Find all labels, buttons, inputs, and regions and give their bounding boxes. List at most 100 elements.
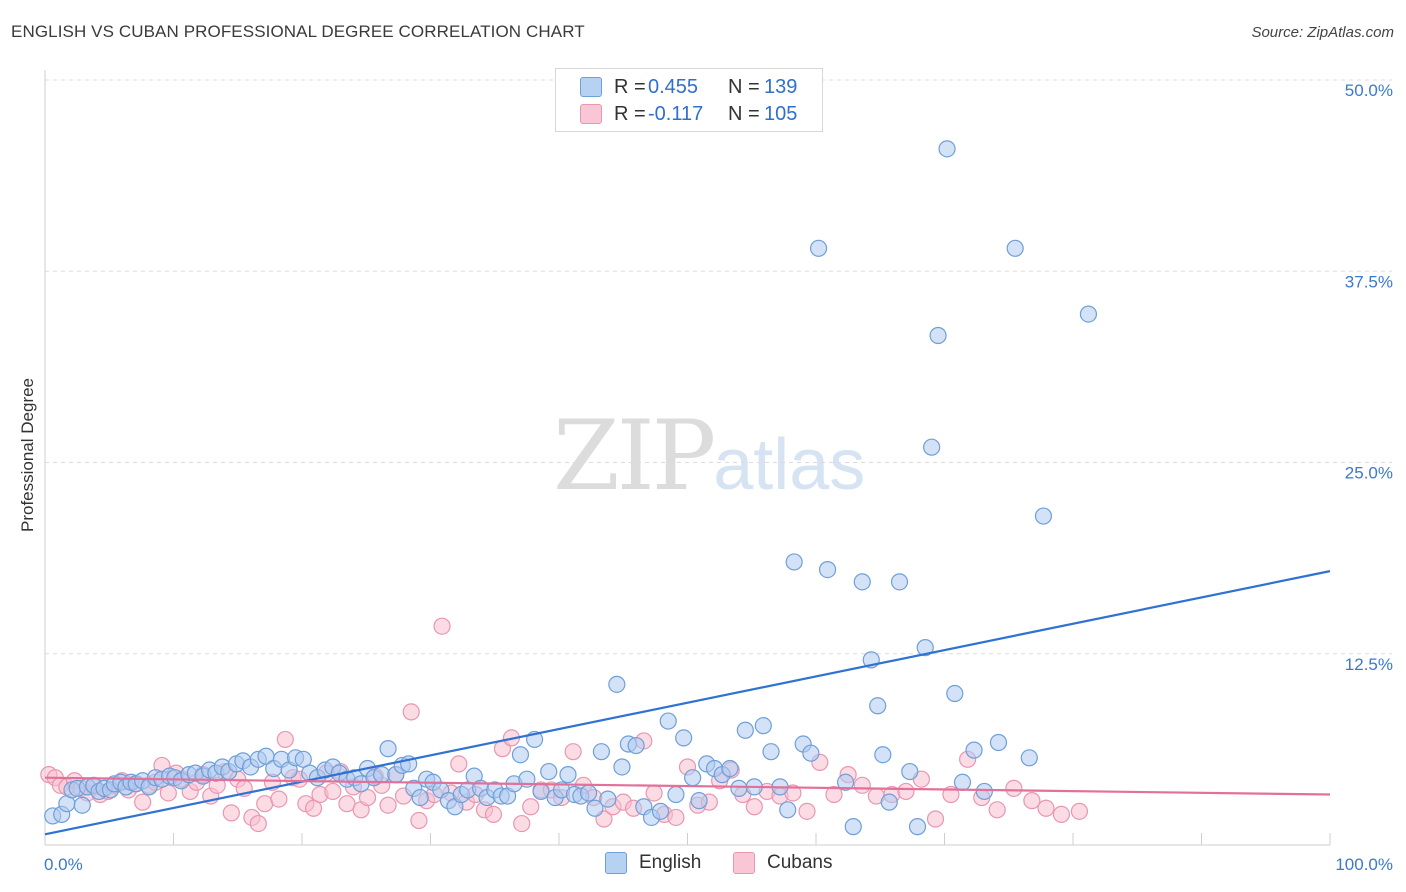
cuban-point [379,796,397,814]
english-point [651,802,670,820]
english-point [1034,507,1053,525]
series-legend-english[interactable]: English [605,852,701,874]
english-point [844,818,862,836]
english-point [802,744,820,762]
cuban-point [825,785,843,804]
x-tick-label: 100.0% [1335,855,1393,874]
cuban-point [798,802,816,820]
english-point [294,750,312,768]
english-point [953,773,972,791]
cuban-point [564,743,582,761]
cuban-point [667,808,685,827]
y-tick-label: 12.5% [1345,655,1393,674]
english-point [754,717,772,735]
cuban-point [324,782,342,801]
watermark-zip: ZIP [553,400,716,512]
legend-n-label: N = [728,102,760,125]
english-point [579,784,598,802]
cuban-point [402,703,420,721]
english-point [73,796,91,814]
english-point [975,782,993,801]
cuban-trend-line [44,776,1331,796]
cuban-point [222,804,240,822]
english-point [785,553,803,571]
cuban-point [1052,805,1071,824]
series-legend: English Cubans [0,852,1406,878]
series-swatch-cubans [733,852,755,874]
series-legend-cubans[interactable]: Cubans [733,852,833,874]
legend-r-label: R = [614,75,646,98]
english-point [586,799,604,817]
cuban-point [270,790,288,808]
cuban-point [897,782,915,801]
cuban-point [249,814,267,833]
watermark: ZIPatlas [553,400,865,512]
series-name-cubans: Cubans [767,852,833,873]
english-point [965,741,983,759]
english-point [818,560,837,579]
y-axis-label: Professional Degree [18,377,37,533]
cuban-point [276,730,294,749]
english-point [836,773,855,791]
english-point [592,743,611,761]
source-label: Source: ZipAtlas.com [1251,24,1394,41]
english-point [684,769,702,787]
english-point [946,684,964,703]
cuban-point [1037,799,1055,817]
english-point [938,140,956,158]
english-point [779,801,797,819]
legend-swatch-english [580,77,602,97]
english-point [659,712,677,730]
english-point [874,746,892,764]
y-tick-label: 25.0% [1345,464,1393,483]
cuban-point [338,795,356,813]
english-trend-line [44,570,1331,836]
legend-swatch-cubans [580,104,602,124]
english-point [690,792,708,810]
english-point [1020,749,1038,767]
cuban-point [410,811,428,830]
legend-n-value-cubans: 105 [764,102,798,125]
english-point [1006,239,1024,257]
cuban-point [1023,792,1041,810]
legend-row-english: R = 0.455 N = 139 [580,75,797,99]
legend-r-label: R = [614,102,646,125]
cuban-point [433,617,451,635]
watermark-atlas: atlas [713,425,866,505]
cuban-point [522,798,540,816]
english-point [853,573,871,591]
legend-r-value-english: 0.455 [648,75,699,98]
x-tick-label: 0.0% [44,855,83,874]
cuban-point [513,814,531,833]
cuban-point [926,810,945,828]
english-point [667,785,685,804]
english-point [880,793,898,811]
y-tick-label: 50.0% [1345,81,1393,100]
cuban-point [159,784,177,802]
english-point [379,740,397,758]
english-point [730,779,748,797]
cuban-point [745,798,763,816]
english-point [916,639,934,657]
english-point [762,743,780,761]
english-point [1079,305,1098,323]
cuban-point [853,776,871,794]
english-point [599,790,617,808]
chart-title: ENGLISH VS CUBAN PROFESSIONAL DEGREE COR… [11,22,585,41]
correlation-legend: R = 0.455 N = 139 R = -0.117 N = 105 [555,68,823,132]
cuban-point [988,801,1006,819]
english-point [890,573,909,591]
english-point [559,766,577,784]
english-point [540,762,558,781]
english-point [411,788,429,807]
cuban-point [134,793,152,811]
english-point [675,729,693,747]
english-point [613,758,631,776]
english-point [989,733,1008,752]
legend-n-value-english: 139 [764,75,798,98]
cuban-point [645,784,663,802]
english-point [736,721,754,739]
cuban-point [450,755,468,773]
cuban-point [484,805,503,824]
